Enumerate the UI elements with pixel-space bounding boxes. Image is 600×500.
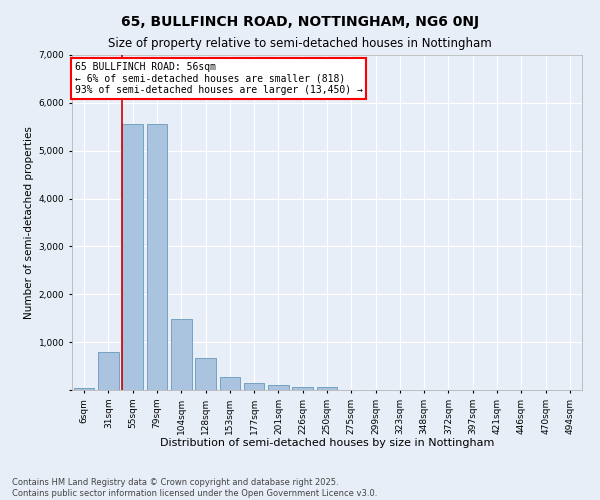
Bar (98, 352, 119, 390)
Bar (317, 386, 337, 390)
Bar (220, 377, 240, 390)
Text: Contains HM Land Registry data © Crown copyright and database right 2025.
Contai: Contains HM Land Registry data © Crown c… (12, 478, 377, 498)
Text: 65 BULLFINCH ROAD: 56sqm
← 6% of semi-detached houses are smaller (818)
93% of s: 65 BULLFINCH ROAD: 56sqm ← 6% of semi-de… (74, 62, 362, 95)
Bar (74, 388, 94, 390)
Bar (244, 383, 265, 390)
Text: 65, BULLFINCH ROAD, NOTTINGHAM, NG6 0NJ: 65, BULLFINCH ROAD, NOTTINGHAM, NG6 0NJ (121, 15, 479, 29)
Bar (292, 386, 313, 390)
X-axis label: Distribution of semi-detached houses by size in Nottingham: Distribution of semi-detached houses by … (160, 438, 494, 448)
Bar (268, 385, 289, 390)
Bar (195, 358, 216, 390)
Y-axis label: Number of semi-detached properties: Number of semi-detached properties (25, 126, 34, 319)
Text: Size of property relative to semi-detached houses in Nottingham: Size of property relative to semi-detach… (108, 38, 492, 51)
Bar (146, 124, 167, 390)
Bar (122, 124, 143, 390)
Bar (171, 319, 191, 390)
